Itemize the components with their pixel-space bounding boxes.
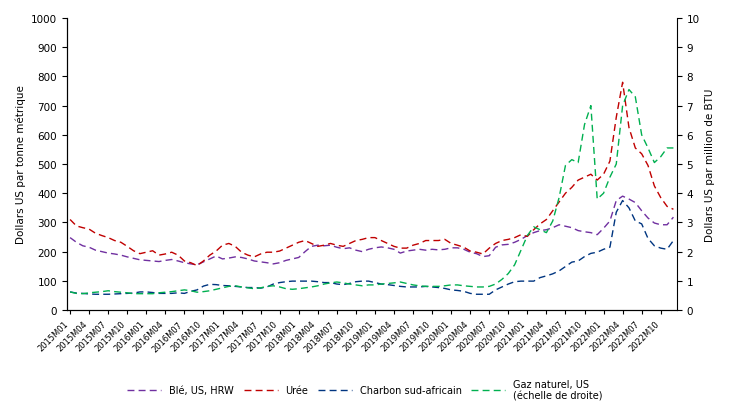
Urée [669, 207, 677, 212]
Blé, US, HRW [66, 236, 74, 240]
Blé, US, HRW [244, 257, 253, 262]
Urée [148, 249, 157, 254]
Gaz naturel, US
(échelle de droite) [244, 285, 253, 290]
Line: Gaz naturel, US
(échelle de droite): Gaz naturel, US (échelle de droite) [70, 90, 673, 294]
Line: Charbon sud-africain: Charbon sud-africain [70, 201, 673, 294]
Line: Urée: Urée [70, 83, 673, 266]
Urée [332, 243, 341, 248]
Charbon sud-africain [396, 284, 404, 289]
Gaz naturel, US
(échelle de droite) [625, 88, 634, 93]
Y-axis label: Dollars US par tonne métrique: Dollars US par tonne métrique [15, 85, 26, 244]
Charbon sud-africain [155, 291, 164, 296]
Gaz naturel, US
(échelle de droite) [377, 282, 385, 287]
Gaz naturel, US
(échelle de droite) [155, 291, 164, 296]
Charbon sud-africain [332, 282, 341, 287]
Blé, US, HRW [618, 194, 627, 199]
Urée [244, 253, 253, 258]
Blé, US, HRW [148, 259, 157, 264]
Charbon sud-africain [91, 292, 100, 297]
Blé, US, HRW [631, 200, 639, 205]
Charbon sud-africain [66, 290, 74, 294]
Blé, US, HRW [396, 251, 404, 256]
Charbon sud-africain [244, 285, 253, 290]
Y-axis label: Dollars US par million de BTU: Dollars US par million de BTU [705, 88, 715, 241]
Charbon sud-africain [618, 199, 627, 204]
Gaz naturel, US
(échelle de droite) [66, 290, 74, 294]
Urée [377, 238, 385, 243]
Charbon sud-africain [377, 282, 385, 287]
Urée [193, 263, 201, 268]
Urée [631, 146, 639, 151]
Charbon sud-africain [631, 219, 639, 224]
Blé, US, HRW [193, 263, 201, 267]
Gaz naturel, US
(échelle de droite) [631, 95, 639, 100]
Gaz naturel, US
(échelle de droite) [669, 146, 677, 151]
Blé, US, HRW [669, 215, 677, 220]
Blé, US, HRW [377, 245, 385, 250]
Legend: Blé, US, HRW, Urée, Charbon sud-africain, Gaz naturel, US
(échelle de droite): Blé, US, HRW, Urée, Charbon sud-africain… [123, 375, 607, 404]
Charbon sud-africain [669, 238, 677, 243]
Gaz naturel, US
(échelle de droite) [396, 280, 404, 285]
Urée [618, 81, 627, 85]
Gaz naturel, US
(échelle de droite) [332, 280, 341, 285]
Urée [396, 246, 404, 251]
Blé, US, HRW [332, 245, 341, 250]
Line: Blé, US, HRW: Blé, US, HRW [70, 197, 673, 265]
Urée [66, 218, 74, 222]
Gaz naturel, US
(échelle de droite) [78, 292, 87, 297]
